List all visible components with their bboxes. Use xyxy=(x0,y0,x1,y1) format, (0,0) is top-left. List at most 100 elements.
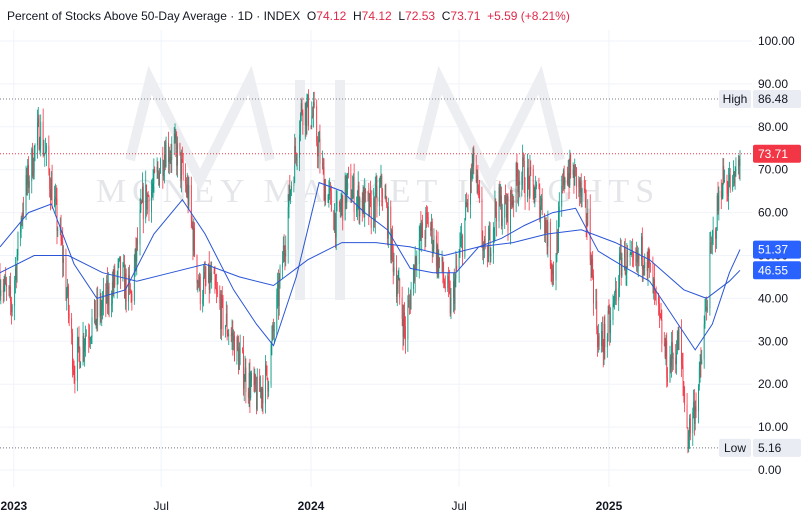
candle-body xyxy=(405,326,406,340)
candle-body xyxy=(659,303,660,314)
candle-body xyxy=(157,167,159,172)
candle-body xyxy=(79,348,81,368)
time-axis[interactable]: 2023 Jul 2024 Jul 2025 xyxy=(0,499,622,513)
candle-body xyxy=(403,312,405,337)
candle-body xyxy=(432,248,434,251)
candle-body xyxy=(512,200,514,206)
symbol-title[interactable]: Percent of Stocks Above 50-Day Average ·… xyxy=(7,9,301,23)
candle-body xyxy=(279,267,281,282)
y-tick-label: 70.00 xyxy=(758,163,788,177)
candle-body xyxy=(231,332,233,336)
candle-body xyxy=(632,253,634,261)
low-value: 72.53 xyxy=(405,9,436,23)
candle-body xyxy=(726,180,728,195)
candle-body xyxy=(475,165,477,182)
y-tick-label: 40.00 xyxy=(758,291,788,305)
candle-body xyxy=(615,289,616,294)
candle-body xyxy=(119,256,121,260)
candle-body xyxy=(647,250,649,271)
candle-body xyxy=(37,118,39,123)
candle-body xyxy=(602,346,604,353)
candle-body xyxy=(34,145,36,148)
candle-body xyxy=(268,384,270,392)
y-tick-label: 80.00 xyxy=(758,120,788,134)
candle-body xyxy=(318,138,320,143)
candle-body xyxy=(370,197,372,228)
candle-body xyxy=(335,203,337,238)
candle-body xyxy=(450,297,452,314)
candle-body xyxy=(61,241,63,242)
candle-body xyxy=(523,157,524,161)
candle-body xyxy=(478,186,480,191)
candle-body xyxy=(376,185,378,207)
last-badge-box xyxy=(753,144,801,163)
candle-body xyxy=(146,184,147,210)
candle-body xyxy=(114,269,116,286)
candle-body xyxy=(707,308,708,310)
candle-body xyxy=(99,299,101,317)
candle-body xyxy=(322,163,324,167)
candle-body xyxy=(678,328,680,351)
candle-body xyxy=(129,284,131,293)
candle-body xyxy=(573,169,575,186)
candle-body xyxy=(592,258,594,276)
candle-body xyxy=(581,188,583,197)
candle-body xyxy=(426,212,427,214)
candle-body xyxy=(436,245,438,267)
candle-body xyxy=(262,388,264,404)
candle-body xyxy=(48,145,50,172)
candle-body xyxy=(198,281,200,287)
close-value: 73.71 xyxy=(450,9,481,23)
candle-body xyxy=(494,201,496,228)
candle-body xyxy=(66,295,68,299)
candle-body xyxy=(273,330,275,331)
x-tick-label: 2024 xyxy=(298,499,325,513)
candle-body xyxy=(501,217,503,226)
candle-body xyxy=(643,265,645,268)
candle-body xyxy=(665,340,667,357)
open-key: O xyxy=(306,9,317,23)
candle-body xyxy=(453,281,455,305)
candle-body xyxy=(112,282,114,288)
candle-body xyxy=(91,317,93,337)
candle-body xyxy=(626,250,628,273)
candle-body xyxy=(164,154,165,172)
candle-body xyxy=(222,298,224,330)
candle-body xyxy=(28,164,29,188)
candle-body xyxy=(461,235,462,239)
candle-body xyxy=(270,345,272,385)
candle-body xyxy=(589,208,591,260)
candle-body xyxy=(215,284,217,289)
candle-body xyxy=(304,103,306,126)
candle-body xyxy=(442,257,444,277)
candle-body xyxy=(72,369,74,371)
candle-body xyxy=(165,143,167,168)
candle-body xyxy=(100,299,102,316)
candle-body xyxy=(374,197,375,222)
candle-body xyxy=(598,335,600,347)
candle-body xyxy=(4,277,6,287)
candle-body xyxy=(289,185,291,200)
candle-body xyxy=(496,212,497,222)
candle-body xyxy=(330,187,331,192)
candle-body xyxy=(488,239,489,263)
candle-body xyxy=(698,368,700,387)
candle-body xyxy=(483,239,485,246)
candle-body xyxy=(282,245,284,263)
candle-body xyxy=(22,210,24,220)
candle-body xyxy=(607,311,609,337)
candle-body xyxy=(60,225,62,242)
candle-body xyxy=(348,173,349,175)
candle-body xyxy=(267,378,269,392)
candle-body xyxy=(78,337,80,349)
candle-body xyxy=(187,184,189,205)
ma-fast-badge-box xyxy=(753,240,801,259)
candle-body xyxy=(50,188,51,200)
candle-body xyxy=(562,185,563,187)
candle-body xyxy=(145,184,147,220)
candle-body xyxy=(722,165,724,197)
y-tick-label: 10.00 xyxy=(758,420,788,434)
candle-body xyxy=(21,218,23,220)
candle-body xyxy=(116,274,118,286)
